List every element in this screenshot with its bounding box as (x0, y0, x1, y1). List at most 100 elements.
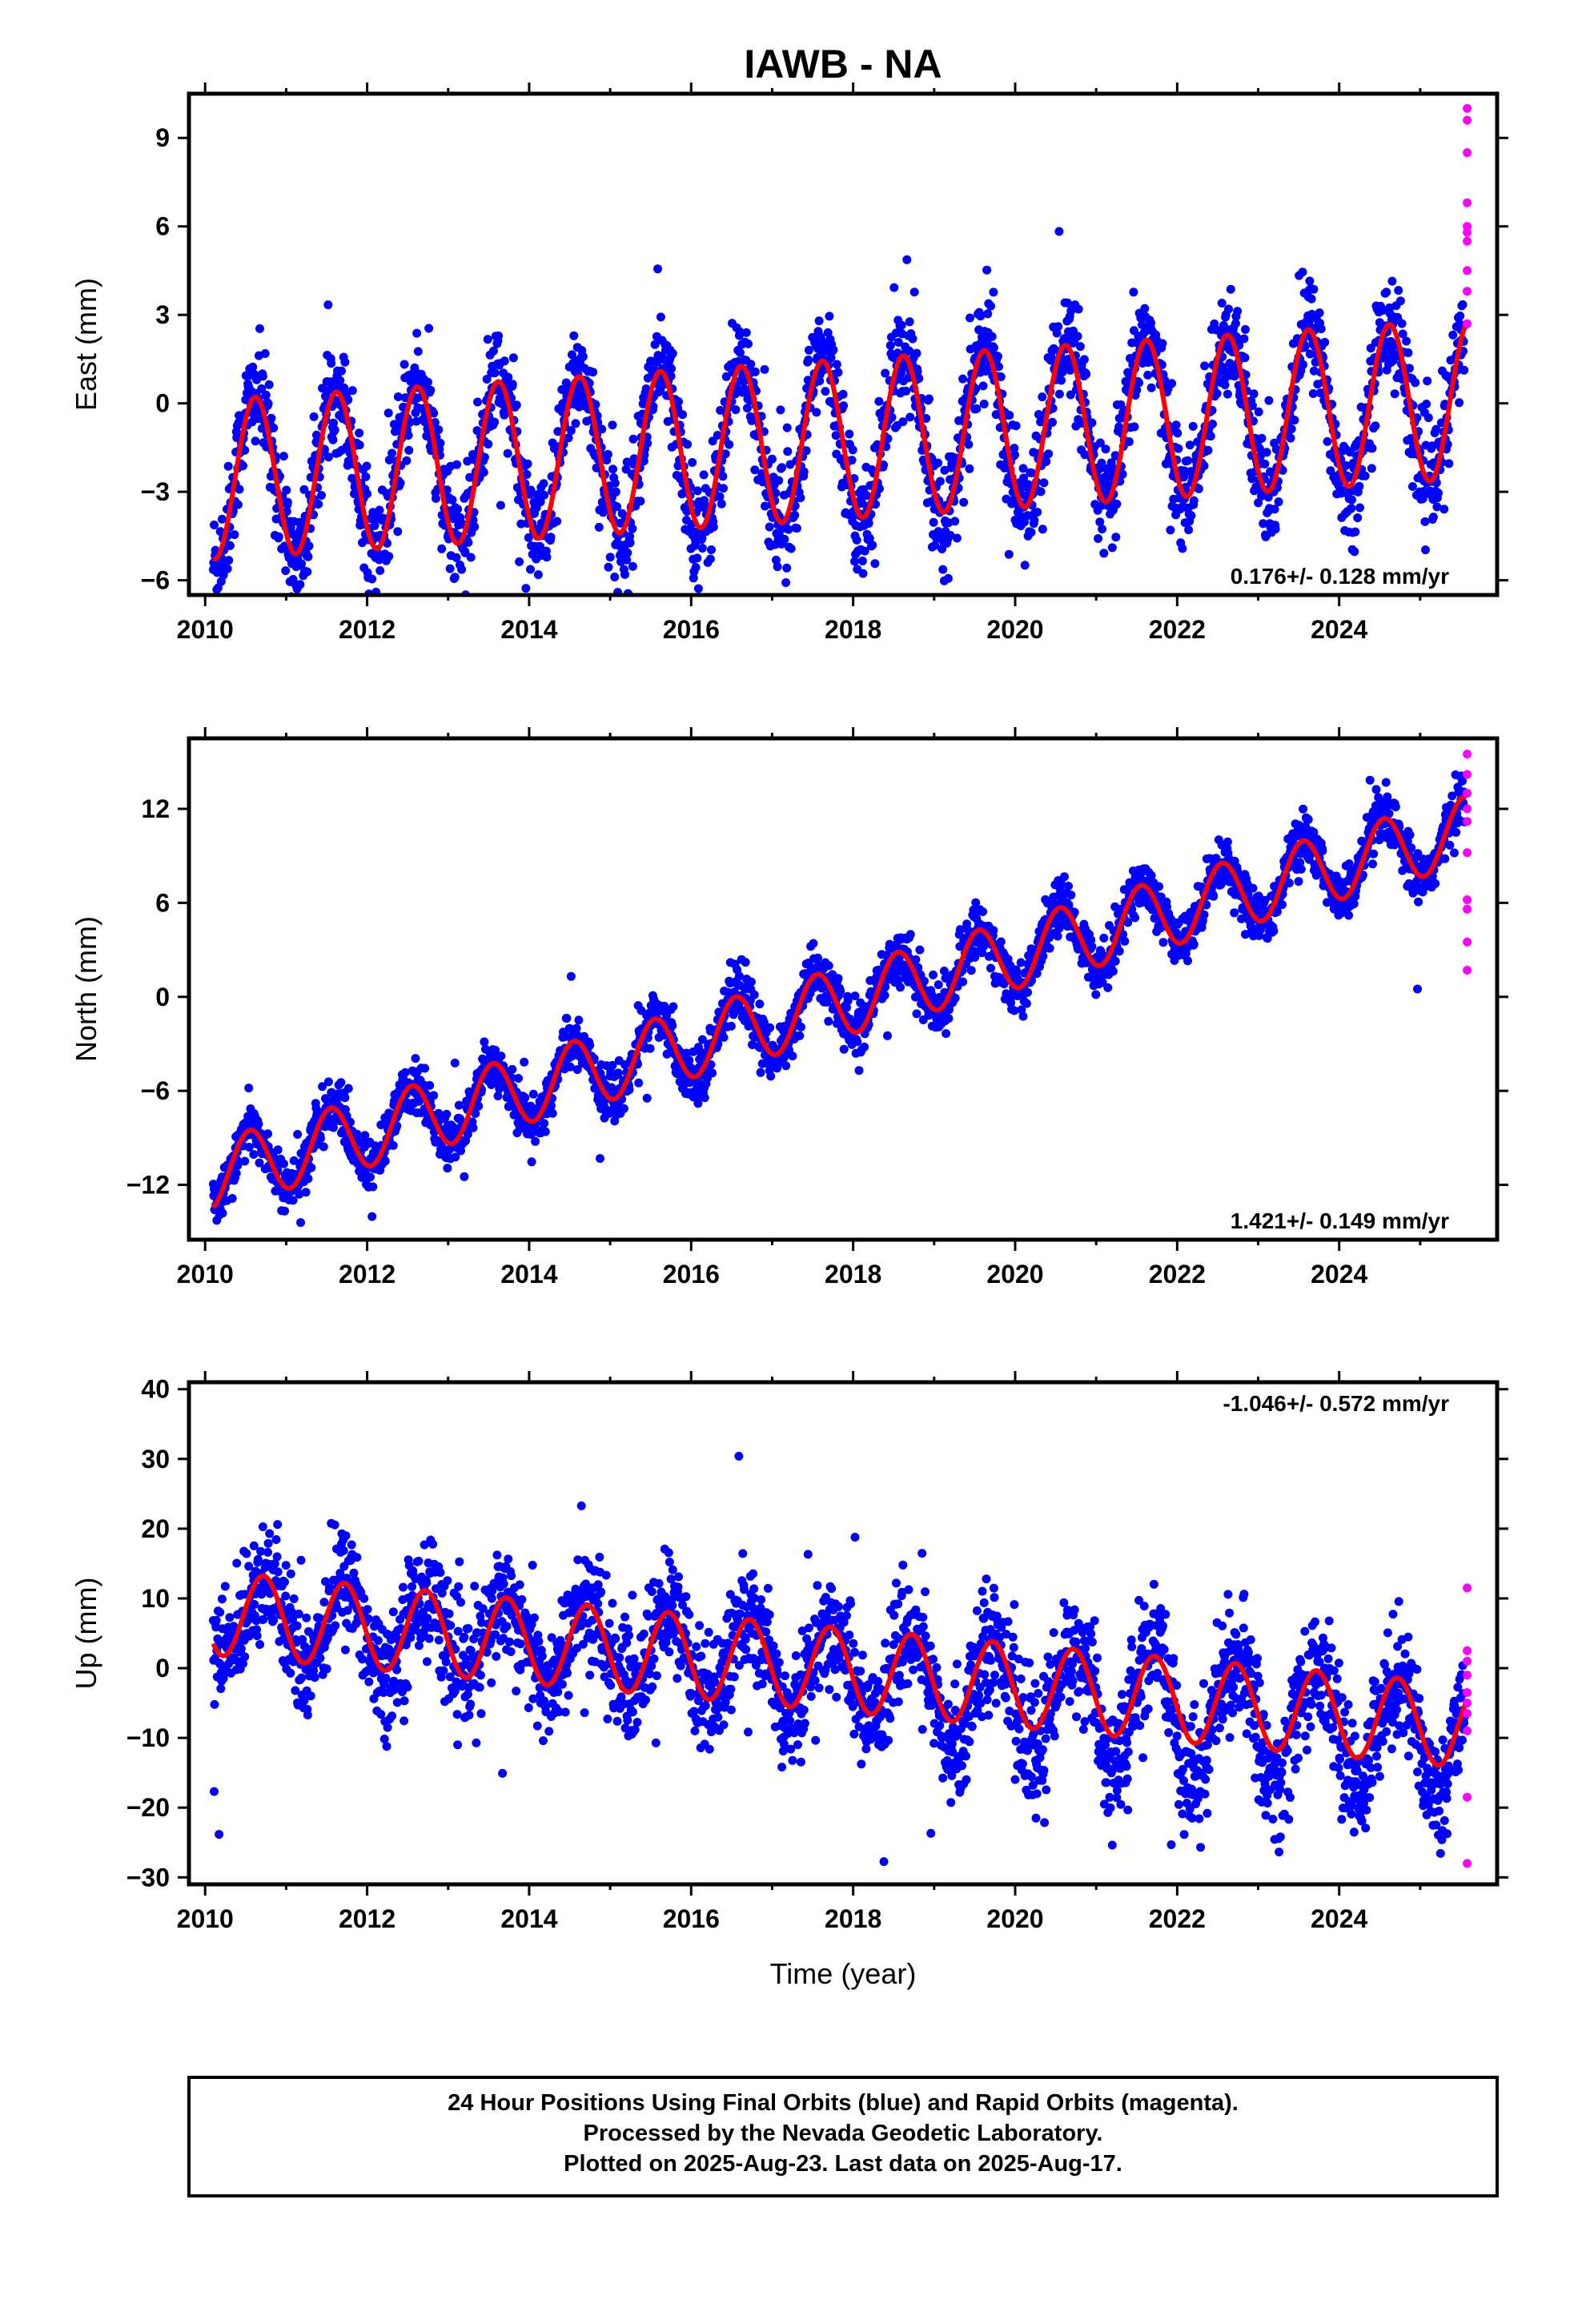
x-tick-label: 2016 (663, 615, 720, 644)
final-orbit-point (719, 1032, 729, 1042)
final-orbit-point (674, 397, 683, 406)
final-orbit-point (929, 970, 938, 979)
final-orbit-point (474, 1101, 484, 1111)
final-orbit-point (1353, 513, 1363, 523)
final-orbit-point (868, 541, 877, 550)
final-orbit-point (523, 459, 532, 468)
chart-title: IAWB - NA (744, 42, 942, 86)
final-orbit-point (989, 343, 998, 352)
final-orbit-point (741, 328, 751, 337)
final-orbit-point (782, 563, 792, 573)
final-orbit-point (986, 301, 995, 311)
final-orbit-point (1305, 276, 1315, 286)
y-tick-label: 3 (155, 300, 170, 329)
final-orbit-point (445, 564, 455, 573)
final-orbit-point (964, 440, 974, 449)
final-orbit-point (536, 497, 545, 507)
final-orbit-point (264, 380, 274, 389)
final-orbit-point (244, 1084, 254, 1093)
final-orbit-point (1020, 561, 1030, 570)
final-orbit-point (336, 1078, 346, 1088)
final-orbit-point (741, 958, 750, 967)
final-orbit-point (643, 439, 652, 448)
final-orbit-point (996, 937, 1006, 947)
final-orbit-point (1371, 421, 1380, 431)
final-orbit-point (1422, 400, 1431, 408)
final-orbit-point (1011, 421, 1021, 431)
final-orbit-point (1018, 1011, 1028, 1021)
final-orbit-point (1423, 413, 1433, 423)
final-orbit-point (905, 412, 915, 422)
final-orbit-point (799, 467, 809, 476)
final-orbit-point (1062, 298, 1072, 308)
final-orbit-point (1184, 525, 1194, 535)
final-orbit-point (682, 507, 692, 516)
final-orbit-point (223, 564, 232, 573)
final-orbit-point (1054, 322, 1063, 332)
final-orbit-point (938, 565, 948, 574)
final-orbit-point (1188, 421, 1198, 431)
rapid-orbit-point (1463, 103, 1472, 113)
final-orbit-point (280, 1206, 289, 1216)
final-orbit-point (839, 401, 849, 411)
final-orbit-point (566, 426, 576, 436)
final-orbit-point (958, 374, 968, 384)
final-orbit-point (608, 464, 617, 474)
final-orbit-point (617, 509, 627, 518)
final-orbit-point (597, 424, 607, 434)
plot-area (208, 103, 1472, 595)
final-orbit-point (533, 570, 543, 580)
final-orbit-point (514, 1074, 523, 1083)
final-orbit-point (622, 555, 632, 565)
final-orbit-point (248, 362, 258, 372)
final-orbit-point (1018, 464, 1028, 473)
final-orbit-point (780, 534, 789, 544)
final-orbit-point (1260, 459, 1270, 468)
final-orbit-point (946, 531, 955, 540)
final-orbit-point (1230, 372, 1239, 381)
final-orbit-point (1360, 471, 1370, 480)
final-orbit-point (978, 381, 988, 391)
final-orbit-point (273, 1145, 283, 1155)
final-orbit-point (473, 397, 482, 407)
final-orbit-point (889, 283, 899, 292)
final-orbit-point (801, 446, 811, 456)
final-orbit-point (826, 353, 836, 363)
final-orbit-point (1103, 464, 1113, 474)
final-orbit-point (1143, 370, 1153, 380)
final-orbit-point (1397, 319, 1407, 328)
final-orbit-point (718, 472, 728, 481)
final-orbit-point (708, 436, 717, 446)
final-orbit-point (1355, 503, 1364, 513)
final-orbit-point (1298, 267, 1307, 277)
final-orbit-point (715, 492, 725, 501)
final-orbit-point (296, 1218, 305, 1228)
final-orbit-point (323, 300, 333, 310)
final-orbit-point (897, 320, 906, 330)
final-orbit-point (744, 339, 753, 348)
final-orbit-point (1217, 299, 1227, 308)
final-orbit-point (566, 971, 576, 981)
final-orbit-point (628, 434, 638, 444)
final-orbit-point (240, 445, 250, 455)
final-orbit-point (1186, 511, 1196, 521)
final-orbit-point (625, 538, 635, 548)
final-orbit-point (965, 464, 974, 473)
final-orbit-point (426, 385, 436, 395)
final-orbit-point (370, 521, 379, 530)
final-orbit-point (263, 399, 273, 408)
final-orbit-point (1254, 407, 1263, 416)
final-orbit-point (850, 557, 859, 566)
final-orbit-point (1420, 517, 1430, 526)
final-orbit-point (429, 408, 439, 418)
rate-annotation: 0.176+/- 0.128 mm/yr (1231, 564, 1449, 589)
final-orbit-point (861, 491, 871, 501)
final-orbit-point (603, 449, 612, 459)
final-orbit-point (1390, 389, 1399, 399)
final-orbit-point (393, 392, 403, 401)
final-orbit-point (625, 532, 635, 541)
final-orbit-point (979, 400, 989, 408)
final-orbit-point (731, 405, 741, 415)
final-orbit-point (452, 460, 461, 469)
final-orbit-point (761, 501, 769, 511)
